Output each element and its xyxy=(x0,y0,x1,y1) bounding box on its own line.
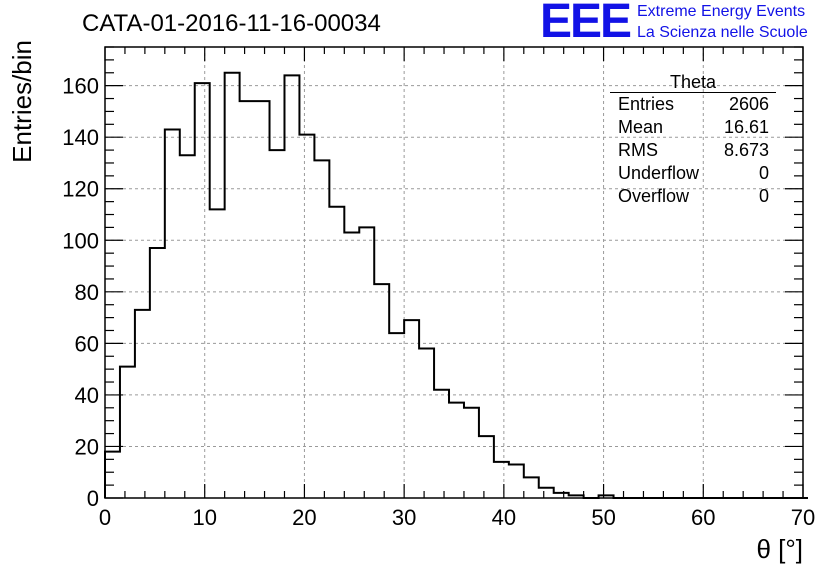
histogram-bin xyxy=(105,452,120,498)
histogram-bin xyxy=(240,101,255,498)
stats-label: Entries xyxy=(618,94,675,114)
stats-label: Overflow xyxy=(618,186,690,206)
histogram-bin xyxy=(419,349,434,498)
stats-value: 0 xyxy=(758,163,769,183)
histogram-outline xyxy=(104,71,808,499)
y-tick-label: 0 xyxy=(87,486,99,511)
eee-logo: EEE xyxy=(540,0,632,48)
stats-title: Theta xyxy=(610,73,776,93)
y-tick-label: 20 xyxy=(75,434,99,459)
stats-label: Underflow xyxy=(618,163,700,183)
histogram-bin xyxy=(150,248,165,498)
histogram-bin xyxy=(389,333,404,498)
y-tick-label: 80 xyxy=(75,280,99,305)
stats-row-overflow: Overflow 0 xyxy=(610,185,776,208)
histogram-bin xyxy=(374,284,389,498)
histogram-bin xyxy=(494,462,509,498)
histogram-bin xyxy=(210,209,225,498)
x-tick-label: 40 xyxy=(492,505,516,530)
x-tick-label: 50 xyxy=(591,505,615,530)
histogram-bin xyxy=(284,75,299,498)
histogram-bin xyxy=(180,155,195,498)
y-tick-label: 40 xyxy=(75,383,99,408)
x-axis-label: θ [°] xyxy=(756,534,803,564)
histogram-bin xyxy=(270,150,285,498)
histogram-bin xyxy=(314,160,329,498)
x-tick-label: 30 xyxy=(392,505,416,530)
histogram-bin xyxy=(165,129,180,498)
histogram-bin xyxy=(464,408,479,498)
tick-labels: 0 10 20 30 40 50 60 70 0 20 40 60 80 100 120 140 160 xyxy=(62,74,815,530)
stats-row-rms: RMS 8.673 xyxy=(610,139,776,162)
y-tick-label: 60 xyxy=(75,331,99,356)
plot-frame xyxy=(104,46,804,499)
histogram-bin xyxy=(554,493,569,498)
stats-label: RMS xyxy=(618,140,658,160)
axes xyxy=(104,46,804,499)
x-tick-label: 60 xyxy=(691,505,715,530)
x-tick-label: 10 xyxy=(192,505,216,530)
chart-title: CATA-01-2016-11-16-00034 xyxy=(82,10,381,37)
histogram-bin xyxy=(404,320,419,498)
histogram-bin xyxy=(524,477,539,498)
histogram-bin xyxy=(359,227,374,498)
y-tick-label: 140 xyxy=(62,125,99,150)
stats-row-entries: Entries 2606 xyxy=(610,93,776,116)
histogram-bin xyxy=(120,367,135,498)
histogram-series xyxy=(104,71,808,499)
histogram-bin xyxy=(434,390,449,498)
logo-subtitle-2: La Scienza nelle Scuole xyxy=(637,24,808,41)
grid-lines xyxy=(105,47,803,498)
y-tick-label: 100 xyxy=(62,228,99,253)
stats-row-underflow: Underflow 0 xyxy=(610,162,776,185)
y-tick-label: 120 xyxy=(62,177,99,202)
histogram-bin xyxy=(329,207,344,498)
histogram-bin xyxy=(135,310,150,498)
stats-box: Theta Entries 2606 Mean 16.61 RMS 8.673 … xyxy=(610,73,776,208)
histogram-bin xyxy=(344,233,359,498)
histogram-bin xyxy=(195,83,210,498)
y-tick-label: 160 xyxy=(62,74,99,99)
x-tick-label: 20 xyxy=(292,505,316,530)
histogram-bin xyxy=(539,488,554,498)
x-tick-label: 70 xyxy=(791,505,815,530)
stats-value: 2606 xyxy=(728,94,769,114)
y-axis-label: Entries/bin xyxy=(7,40,37,163)
histogram-bin xyxy=(299,135,314,498)
x-tick-label: 0 xyxy=(99,505,111,530)
stats-value: 16.61 xyxy=(723,117,769,137)
histogram-bin xyxy=(255,101,270,498)
stats-value: 8.673 xyxy=(723,140,769,160)
logo-subtitle-1: Extreme Energy Events xyxy=(637,3,806,20)
histogram-bin xyxy=(479,436,494,498)
histogram-bin xyxy=(509,464,524,498)
stats-value: 0 xyxy=(758,186,769,206)
stats-row-mean: Mean 16.61 xyxy=(610,116,776,139)
histogram-bin xyxy=(449,403,464,498)
histogram-bin xyxy=(225,73,240,498)
stats-label: Mean xyxy=(618,117,664,137)
